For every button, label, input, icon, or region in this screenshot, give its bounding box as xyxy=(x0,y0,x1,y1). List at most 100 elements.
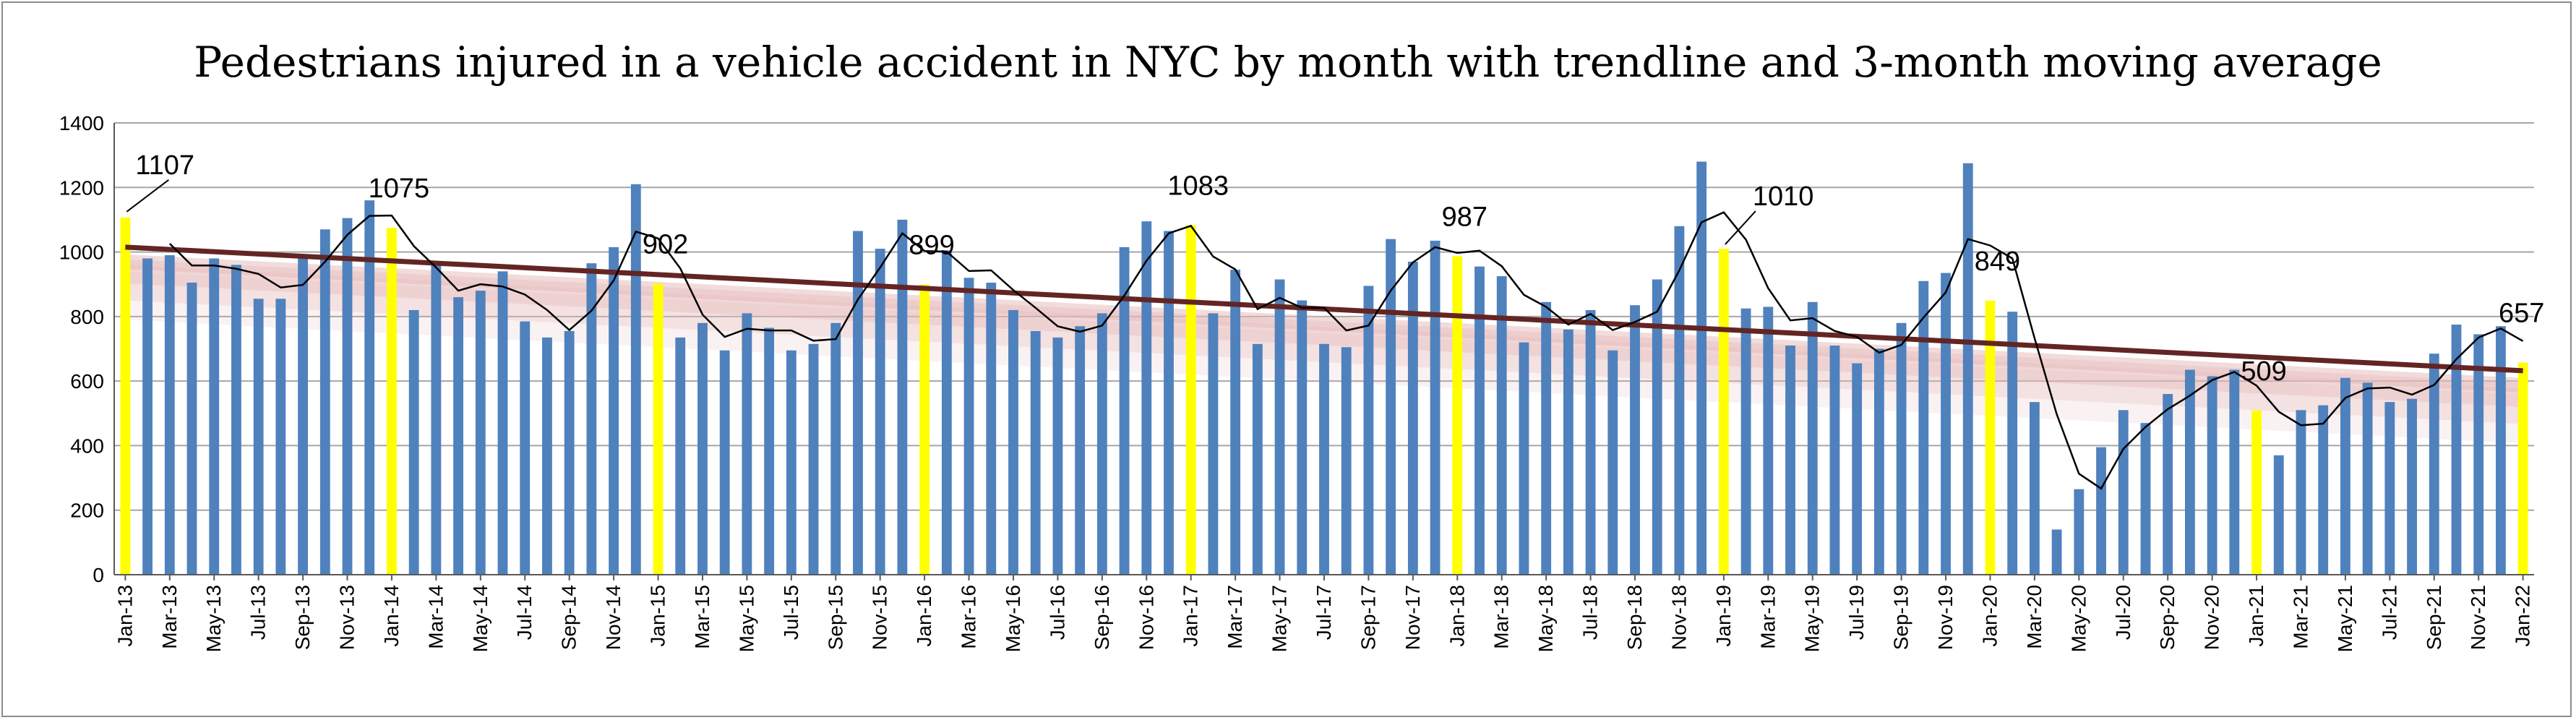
month-bar xyxy=(1496,276,1507,575)
x-tick-label: Jul-16 xyxy=(1046,585,1068,640)
x-tick-label: Sep-16 xyxy=(1091,585,1113,650)
month-bar xyxy=(2340,377,2350,575)
month-bar xyxy=(497,271,508,575)
month-bar xyxy=(2384,402,2395,575)
month-bar xyxy=(586,263,597,575)
january-bar xyxy=(919,284,930,575)
month-bar xyxy=(408,309,419,575)
month-bar xyxy=(1474,266,1485,575)
month-bar xyxy=(298,257,308,575)
month-bar xyxy=(453,297,464,575)
data-label: 657 xyxy=(2499,299,2544,329)
month-bar xyxy=(2118,410,2129,575)
month-bar xyxy=(2407,398,2417,575)
month-bar xyxy=(630,184,641,575)
month-bar xyxy=(209,258,220,575)
month-bar xyxy=(1030,330,1041,575)
x-tick-label: Nov-16 xyxy=(1135,585,1157,650)
january-bar xyxy=(653,283,664,575)
january-bar xyxy=(1985,300,1996,575)
x-tick-label: Jul-14 xyxy=(513,585,536,640)
month-bar xyxy=(1941,273,1951,575)
month-bar xyxy=(2451,325,2462,575)
month-bar xyxy=(1075,326,1086,575)
x-tick-label: Jan-17 xyxy=(1180,585,1202,647)
month-bar xyxy=(1696,161,1707,575)
month-bar xyxy=(2007,312,2018,575)
x-tick-label: Sep-19 xyxy=(1890,585,1912,650)
month-bar xyxy=(764,327,775,575)
january-bar xyxy=(387,228,397,575)
month-bar xyxy=(2163,394,2173,575)
x-tick-label: Sep-13 xyxy=(291,585,314,650)
month-bar xyxy=(1363,286,1374,575)
month-bar xyxy=(1164,231,1174,575)
x-tick-label: Jul-21 xyxy=(2378,585,2400,640)
x-tick-label: Jan-20 xyxy=(1978,585,2001,647)
month-bar xyxy=(2140,423,2151,575)
x-tick-label: Jul-15 xyxy=(780,585,802,640)
month-bar xyxy=(2362,382,2373,575)
january-bar xyxy=(1718,249,1729,575)
x-tick-label: May-20 xyxy=(2067,585,2090,652)
y-tick-label: 1200 xyxy=(59,176,104,199)
y-tick-label: 200 xyxy=(70,500,104,522)
x-tick-label: Mar-21 xyxy=(2289,585,2311,649)
x-tick-label: Sep-17 xyxy=(1357,585,1379,650)
x-tick-label: May-16 xyxy=(1002,585,1024,652)
month-bar xyxy=(1829,346,1840,575)
month-bar xyxy=(1852,363,1863,575)
x-tick-label: May-18 xyxy=(1534,585,1557,652)
x-tick-label: Sep-21 xyxy=(2423,585,2445,650)
month-bar xyxy=(808,343,819,575)
y-tick-label: 1000 xyxy=(59,241,104,264)
data-label: 1010 xyxy=(1753,181,1814,212)
month-bar xyxy=(675,337,686,575)
data-label: 1107 xyxy=(135,150,194,181)
month-bar xyxy=(231,265,241,575)
x-tick-label: Nov-15 xyxy=(869,585,891,650)
month-bar xyxy=(1585,309,1596,575)
y-tick-label: 600 xyxy=(70,370,104,393)
x-tick-label: May-21 xyxy=(2334,585,2356,652)
x-tick-label: Mar-19 xyxy=(1756,585,1779,649)
month-bar xyxy=(1607,350,1618,575)
month-bar xyxy=(1319,343,1329,575)
x-tick-label: Jan-13 xyxy=(113,585,136,647)
month-bar xyxy=(1141,221,1152,575)
month-bar xyxy=(941,250,952,575)
x-tick-label: Jul-20 xyxy=(2112,585,2134,640)
month-bar xyxy=(2496,326,2506,575)
month-bar xyxy=(431,265,442,575)
x-tick-label: Mar-18 xyxy=(1490,585,1513,649)
x-tick-label: Jan-14 xyxy=(380,585,403,647)
x-tick-label: Nov-14 xyxy=(602,585,624,650)
x-tick-label: Nov-20 xyxy=(2201,585,2223,650)
x-tick-label: Nov-13 xyxy=(336,585,359,650)
january-bar xyxy=(2251,410,2262,575)
x-tick-label: Mar-15 xyxy=(691,585,713,649)
month-bar xyxy=(830,322,841,575)
x-tick-label: May-19 xyxy=(1801,585,1824,652)
january-bar xyxy=(1185,225,1196,575)
month-bar xyxy=(342,218,353,575)
month-bar xyxy=(2229,369,2240,575)
month-bar xyxy=(1962,163,1973,575)
month-bar xyxy=(2296,410,2306,575)
x-tick-label: Sep-18 xyxy=(1623,585,1646,650)
x-tick-label: Jan-16 xyxy=(913,585,935,647)
month-bar xyxy=(1918,280,1929,575)
x-tick-label: Jan-22 xyxy=(2512,585,2534,647)
month-bar xyxy=(786,350,797,575)
month-bar xyxy=(1274,279,1285,575)
month-bar xyxy=(164,255,175,575)
month-bar xyxy=(697,322,708,575)
x-tick-label: May-15 xyxy=(735,585,757,652)
january-bar xyxy=(2517,362,2528,575)
month-bar xyxy=(986,282,997,575)
month-bar xyxy=(1430,240,1441,575)
month-bar xyxy=(275,299,286,575)
month-bar xyxy=(2184,369,2195,575)
x-tick-label: Nov-17 xyxy=(1401,585,1424,650)
